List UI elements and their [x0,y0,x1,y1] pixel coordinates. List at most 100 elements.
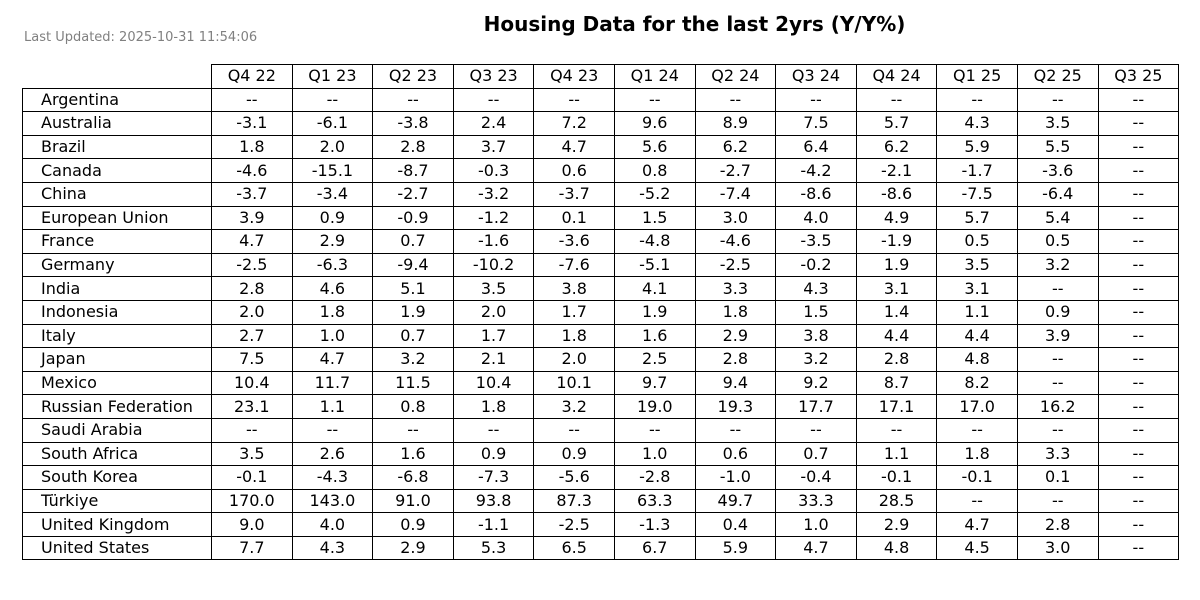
data-cell: 6.5 [533,535,615,561]
data-cell: -- [775,87,857,113]
data-cell: -- [1016,370,1099,396]
data-cell: -- [291,417,374,443]
data-cell: -- [1097,417,1180,443]
data-cell: 9.6 [613,111,696,136]
data-cell: 4.7 [211,229,293,254]
data-cell: 3.5 [936,252,1018,278]
data-cell: 17.0 [936,394,1018,419]
data-cell: 87.3 [533,488,615,514]
data-cell: -- [211,87,293,113]
data-cell: -- [1097,111,1180,136]
data-cell: 6.2 [694,134,777,160]
data-cell: 5.6 [613,134,696,160]
data-cell: -- [1097,276,1180,301]
column-header: Q2 24 [694,64,777,89]
data-cell: 1.8 [211,134,293,160]
data-cell: 3.8 [775,323,857,349]
data-cell: 2.9 [291,229,374,254]
column-header: Q4 24 [855,64,938,89]
data-cell: -- [1097,441,1180,467]
data-cell: -- [855,87,938,113]
data-cell: 2.0 [291,134,374,160]
data-cell: -4.6 [694,229,777,254]
data-cell: -1.6 [452,229,535,254]
data-cell: -- [1097,488,1180,514]
data-cell: 5.1 [372,276,454,301]
data-cell: -10.2 [452,252,535,278]
table-row: United States 7.7 4.3 2.9 5.3 6.5 6.7 5.9 4.7 4.8… [22,535,1180,561]
data-cell: 5.5 [1016,134,1099,160]
data-cell: -0.1 [855,465,938,490]
data-cell: 2.9 [694,323,777,349]
data-cell: 2.8 [694,347,777,372]
row-label: Indonesia [22,299,212,325]
data-cell: 2.8 [855,347,938,372]
data-cell: -9.4 [372,252,454,278]
data-cell: 0.9 [372,512,454,537]
table-row: France 4.7 2.9 0.7 -1.6 -3.6 -4.8 -4.6 -3.5 -1.9 0… [22,229,1180,254]
data-cell: 1.8 [533,323,615,349]
data-cell: 63.3 [613,488,696,514]
data-cell: -- [613,417,696,443]
data-cell: -- [533,417,615,443]
data-cell: -6.8 [372,465,454,490]
data-cell: 1.6 [372,441,454,467]
data-cell: -- [211,417,293,443]
data-cell: -4.8 [613,229,696,254]
row-label: Japan [22,347,212,372]
data-cell: 1.8 [452,394,535,419]
data-cell: 3.5 [452,276,535,301]
data-cell: 1.8 [936,441,1018,467]
data-cell: 91.0 [372,488,454,514]
data-cell: 2.0 [211,299,293,325]
data-cell: 11.7 [291,370,374,396]
data-cell: 1.4 [855,299,938,325]
data-cell: -5.2 [613,181,696,207]
data-cell: 2.1 [452,347,535,372]
data-cell: -- [1097,299,1180,325]
data-cell: 7.7 [211,535,293,561]
row-label: Canada [22,158,212,183]
data-cell: -- [452,417,535,443]
row-label: Russian Federation [22,394,212,419]
data-cell: -4.3 [291,465,374,490]
table-row: Russian Federation 23.1 1.1 0.8 1.8 3.2 19.0 19… [22,394,1180,419]
data-cell: 1.8 [694,299,777,325]
data-cell: -- [1016,347,1099,372]
column-header: Q4 22 [211,64,293,89]
data-cell: -4.6 [211,158,293,183]
data-cell: 1.5 [613,205,696,231]
data-cell: -- [372,87,454,113]
data-cell: -1.3 [613,512,696,537]
table-row: Australia -3.1 -6.1 -3.8 2.4 7.2 9.6 8.9 7.5 5.7 4… [22,111,1180,136]
row-label: Saudi Arabia [22,417,212,443]
data-cell: 3.2 [533,394,615,419]
data-cell: 11.5 [372,370,454,396]
data-cell: -0.9 [372,205,454,231]
data-cell: -5.6 [533,465,615,490]
data-cell: -0.4 [775,465,857,490]
data-cell: 4.8 [855,535,938,561]
data-cell: 4.7 [533,134,615,160]
column-header: Q3 24 [775,64,857,89]
data-cell: -2.8 [613,465,696,490]
data-cell: -6.4 [1016,181,1099,207]
data-cell: 0.5 [936,229,1018,254]
header-row: Q4 22 Q1 23 Q2 23 Q3 23 Q4 23 Q1 24 Q2 24 Q3 24… [22,64,1180,89]
data-cell: 4.4 [855,323,938,349]
data-cell: 4.7 [291,347,374,372]
data-cell: -1.9 [855,229,938,254]
data-cell: 3.1 [855,276,938,301]
data-cell: 7.5 [211,347,293,372]
column-header: Q1 24 [613,64,696,89]
table-row: South Korea -0.1 -4.3 -6.8 -7.3 -5.6 -2.8 -1.0-… [22,465,1180,490]
data-cell: -- [1097,512,1180,537]
data-cell: -- [1097,535,1180,561]
data-cell: 5.3 [452,535,535,561]
data-cell: 4.0 [775,205,857,231]
data-cell: -- [1097,347,1180,372]
data-cell: 143.0 [291,488,374,514]
data-cell: -- [936,488,1018,514]
table-row: Argentina -- -- -- -- -- -- -- -- -- -- -- -- [22,87,1180,113]
data-cell: 10.1 [533,370,615,396]
